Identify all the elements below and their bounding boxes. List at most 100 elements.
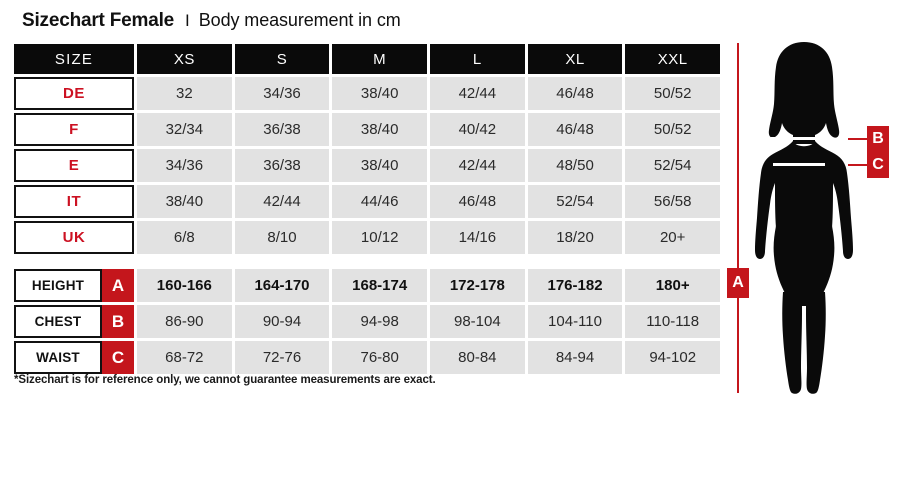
row-label-box-it: IT: [14, 185, 134, 218]
row-label-box-chest: CHEST: [14, 305, 102, 338]
cell-it-m: 44/46: [332, 185, 428, 218]
title-subtitle: Body measurement in cm: [198, 10, 401, 30]
row-label-cell-height: HEIGHT A: [14, 269, 134, 302]
height-measure-line: [737, 43, 739, 393]
cell-height-m: 168-174: [332, 269, 428, 302]
cell-e-xs: 34/36: [137, 149, 232, 182]
cell-waist-xs: 68-72: [137, 341, 232, 374]
cell-chest-xs: 86-90: [137, 305, 232, 338]
cell-e-s: 36/38: [234, 149, 330, 182]
row-label-cell-waist: WAIST C: [14, 341, 134, 374]
cell-waist-s: 72-76: [234, 341, 330, 374]
waist-leader-line: [848, 164, 867, 166]
cell-e-l: 42/44: [430, 149, 525, 182]
row-cells-uk: 6/8 8/10 10/12 14/16 18/20 20+: [137, 221, 721, 254]
row-label-box-uk: UK: [14, 221, 134, 254]
cell-waist-l: 80-84: [430, 341, 525, 374]
cell-f-s: 36/38: [234, 113, 330, 146]
row-label-uk: UK: [62, 229, 86, 246]
header-label-box: SIZE: [14, 44, 134, 74]
cell-de-s: 34/36: [234, 77, 330, 110]
marker-badge-a: A: [102, 269, 134, 302]
row-cells-waist: 68-72 72-76 76-80 80-84 84-94 94-102: [137, 341, 721, 374]
table-row: WAIST C 68-72 72-76 76-80 80-84 84-94 94…: [14, 341, 721, 374]
cell-waist-xl: 84-94: [527, 341, 623, 374]
table-header-row: SIZE XS S M L XL XXL: [14, 44, 721, 74]
column-header-l: L: [430, 44, 525, 74]
cell-chest-l: 98-104: [430, 305, 525, 338]
chest-measure-band: [771, 137, 829, 140]
row-label-f: F: [69, 121, 79, 138]
column-header-xs: XS: [137, 44, 232, 74]
table-row: DE 32 34/36 38/40 42/44 46/48 50/52: [14, 77, 721, 110]
cell-de-m: 38/40: [332, 77, 428, 110]
page-title: Sizechart Female I Body measurement in c…: [22, 10, 401, 32]
row-cells-f: 32/34 36/38 38/40 40/42 46/48 50/52: [137, 113, 721, 146]
size-table: SIZE XS S M L XL XXL DE 32 34/36: [14, 44, 721, 374]
row-label-de: DE: [62, 85, 86, 102]
table-row: CHEST B 86-90 90-94 94-98 98-104 104-110…: [14, 305, 721, 338]
table-row: IT 38/40 42/44 44/46 46/48 52/54 56/58: [14, 185, 721, 218]
row-label-e: E: [68, 157, 80, 174]
column-header-s: S: [234, 44, 330, 74]
header-label-text: SIZE: [54, 50, 94, 68]
cell-uk-xxl: 20+: [625, 221, 721, 254]
row-label-box-f: F: [14, 113, 134, 146]
cell-f-l: 40/42: [430, 113, 525, 146]
row-cells-height: 160-166 164-170 168-174 172-178 176-182 …: [137, 269, 721, 302]
row-cells-e: 34/36 36/38 38/40 42/44 48/50 52/54: [137, 149, 721, 182]
row-label-it: IT: [66, 193, 82, 210]
header-cells: XS S M L XL XXL: [137, 44, 721, 74]
cell-chest-s: 90-94: [234, 305, 330, 338]
cell-height-s: 164-170: [234, 269, 330, 302]
row-label-chest: CHEST: [34, 314, 82, 329]
row-label-cell-it: IT: [14, 185, 134, 218]
chest-leader-line: [848, 138, 867, 140]
cell-de-xxl: 50/52: [625, 77, 721, 110]
marker-badge-b: B: [102, 305, 134, 338]
cell-it-s: 42/44: [234, 185, 330, 218]
cell-e-xxl: 52/54: [625, 149, 721, 182]
title-main: Sizechart Female: [22, 10, 175, 31]
row-label-cell-de: DE: [14, 77, 134, 110]
cell-waist-m: 76-80: [332, 341, 428, 374]
header-label-cell: SIZE: [14, 44, 134, 74]
row-label-waist: WAIST: [36, 350, 80, 365]
disclaimer-text: *Sizechart is for reference only, we can…: [14, 374, 436, 386]
cell-f-xs: 32/34: [137, 113, 232, 146]
figure-marker-b: B: [867, 126, 889, 152]
cell-height-xs: 160-166: [137, 269, 232, 302]
table-row: HEIGHT A 160-166 164-170 168-174 172-178…: [14, 269, 721, 302]
female-silhouette-icon: [744, 40, 864, 395]
cell-f-xxl: 50/52: [625, 113, 721, 146]
row-label-box-e: E: [14, 149, 134, 182]
figure-marker-c: C: [867, 152, 889, 178]
cell-f-xl: 46/48: [527, 113, 623, 146]
row-cells-it: 38/40 42/44 44/46 46/48 52/54 56/58: [137, 185, 721, 218]
table-row: E 34/36 36/38 38/40 42/44 48/50 52/54: [14, 149, 721, 182]
table-section-gap: [14, 257, 720, 266]
cell-de-xs: 32: [137, 77, 232, 110]
cell-de-xl: 46/48: [527, 77, 623, 110]
column-header-m: M: [332, 44, 428, 74]
cell-it-xs: 38/40: [137, 185, 232, 218]
row-cells-de: 32 34/36 38/40 42/44 46/48 50/52: [137, 77, 721, 110]
table-row: UK 6/8 8/10 10/12 14/16 18/20 20+: [14, 221, 721, 254]
cell-height-l: 172-178: [430, 269, 525, 302]
cell-chest-xxl: 110-118: [625, 305, 721, 338]
row-label-box-height: HEIGHT: [14, 269, 102, 302]
cell-uk-xs: 6/8: [137, 221, 232, 254]
row-cells-chest: 86-90 90-94 94-98 98-104 104-110 110-118: [137, 305, 721, 338]
figure-marker-a: A: [727, 268, 749, 298]
row-label-height: HEIGHT: [31, 278, 85, 293]
cell-it-l: 46/48: [430, 185, 525, 218]
waist-measure-band: [773, 163, 825, 166]
body-figure-panel: A B C: [720, 40, 897, 400]
row-label-cell-f: F: [14, 113, 134, 146]
column-header-xxl: XXL: [625, 44, 721, 74]
row-label-cell-uk: UK: [14, 221, 134, 254]
table-row: F 32/34 36/38 38/40 40/42 46/48 50/52: [14, 113, 721, 146]
row-label-cell-e: E: [14, 149, 134, 182]
cell-chest-m: 94-98: [332, 305, 428, 338]
